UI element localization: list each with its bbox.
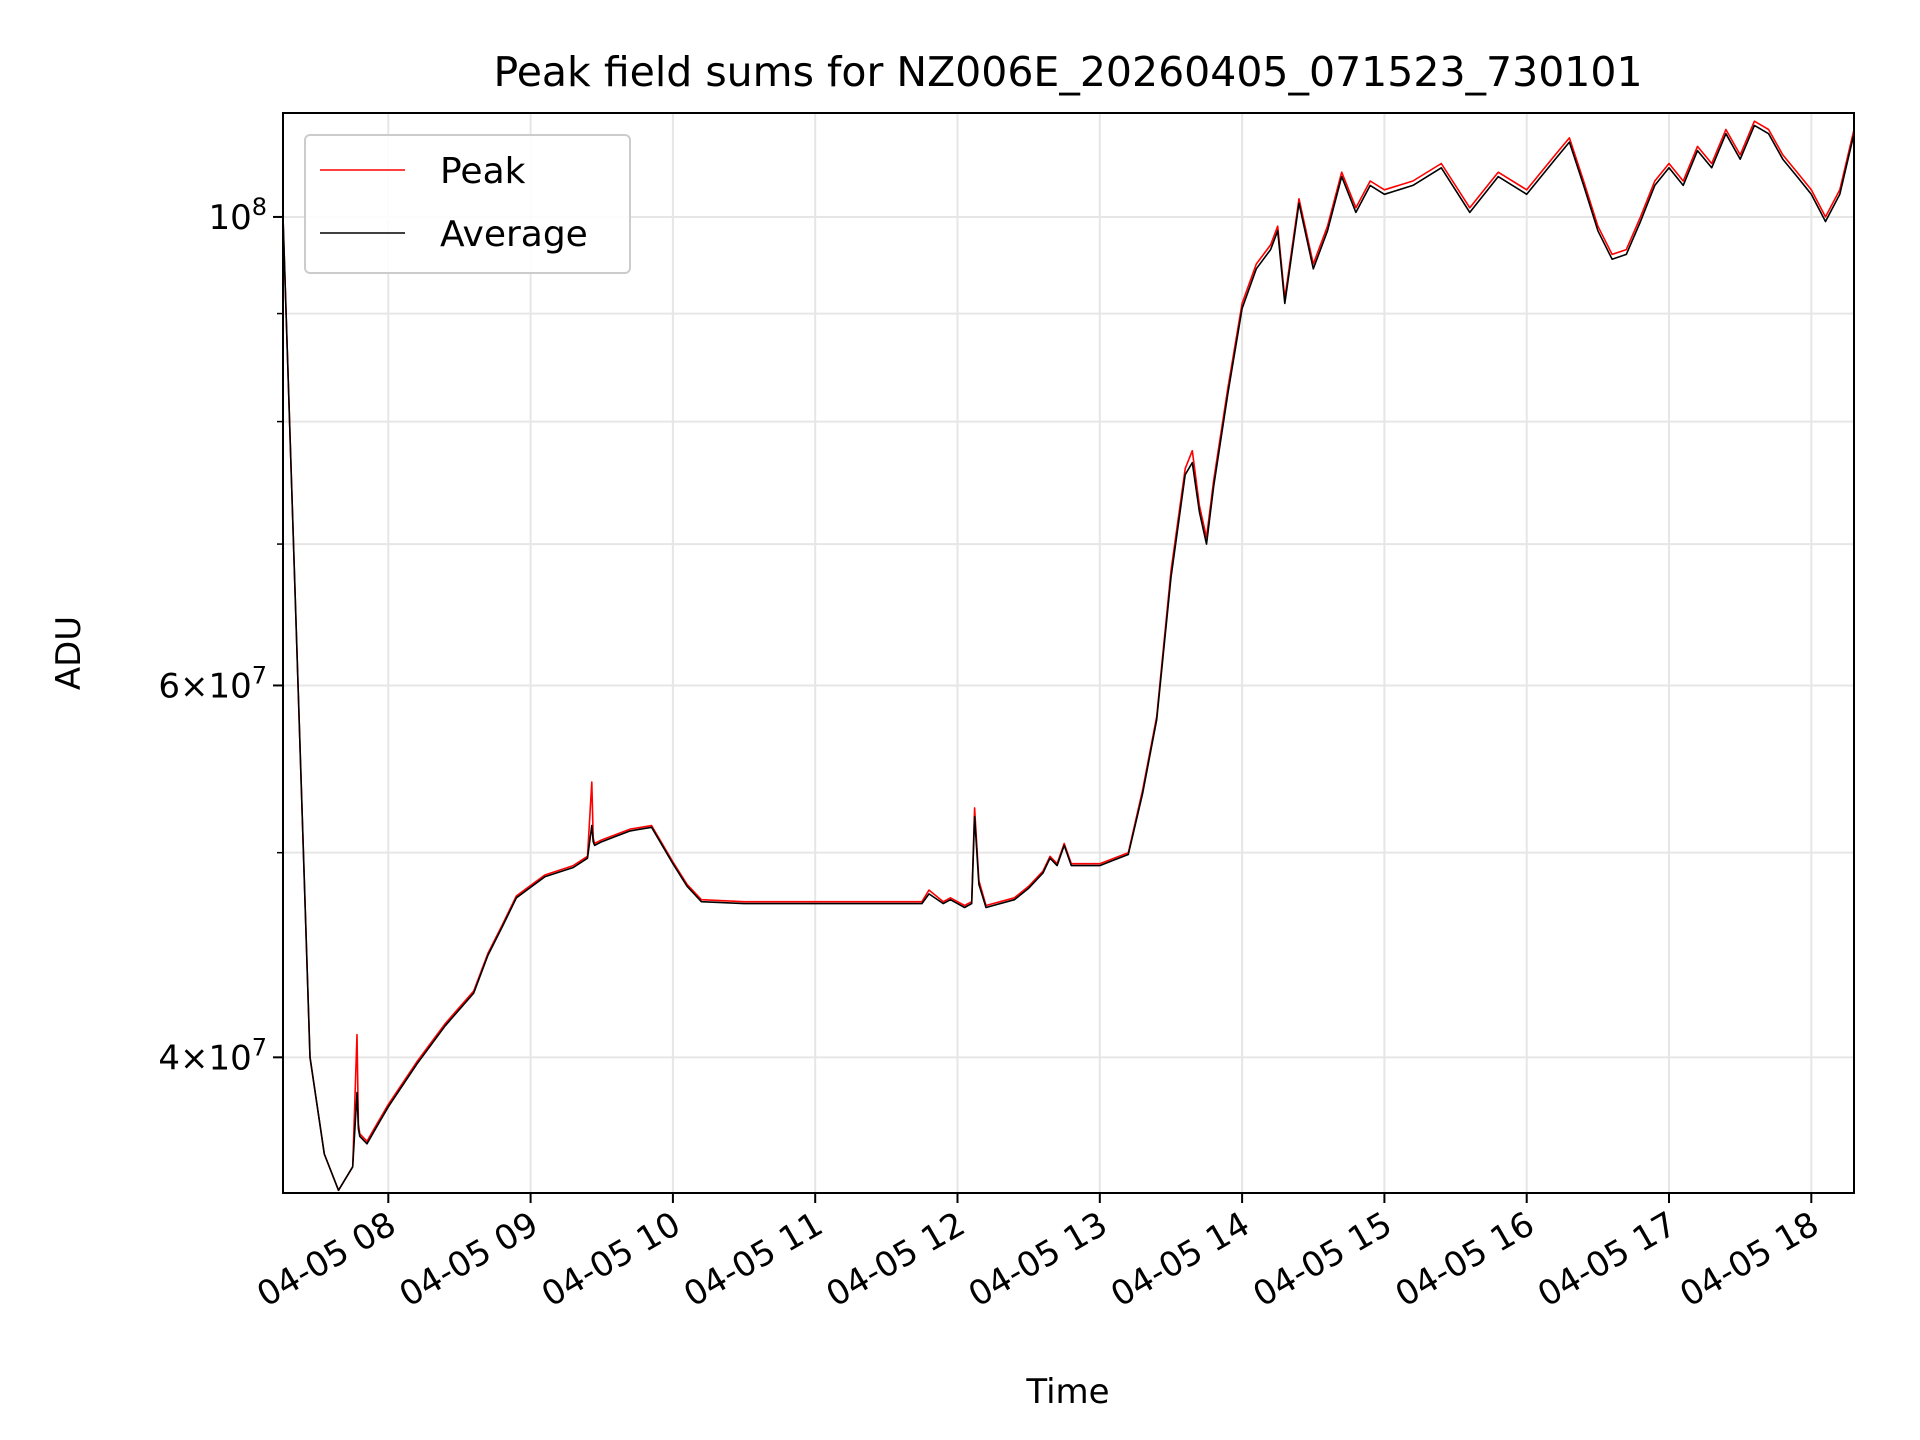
- y-tick-exponent: 7: [252, 1033, 267, 1061]
- y-axis-label: ADU: [49, 616, 89, 690]
- legend-label-average: Average: [440, 214, 588, 255]
- y-tick-base: 4×10: [158, 1038, 251, 1078]
- grid: [283, 113, 1854, 1193]
- y-tick-exponent: 8: [252, 193, 267, 221]
- legend: Peak Average: [304, 134, 631, 274]
- legend-label-peak: Peak: [440, 151, 526, 192]
- plot-frame: [282, 112, 1855, 1194]
- y-tick-label: 108: [208, 193, 267, 238]
- series-layer: [283, 120, 1854, 1192]
- y-tick-base: 6×10: [158, 666, 251, 706]
- y-tick-base: 10: [208, 198, 251, 238]
- chart-title: Peak field sums for NZ006E_20260405_0715…: [493, 48, 1642, 96]
- y-tick-label: 4×107: [158, 1033, 267, 1078]
- x-axis-label: Time: [1025, 1372, 1109, 1412]
- y-tick-exponent: 7: [252, 661, 267, 689]
- y-tick-label: 6×107: [158, 661, 267, 706]
- series-line-average: [283, 124, 1854, 1192]
